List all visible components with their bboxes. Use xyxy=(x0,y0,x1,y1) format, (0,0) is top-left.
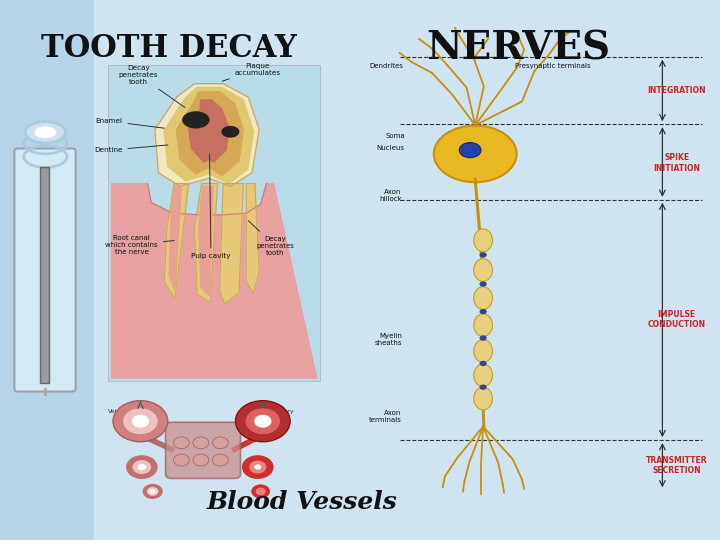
Ellipse shape xyxy=(254,415,271,428)
Ellipse shape xyxy=(474,259,492,281)
Ellipse shape xyxy=(480,384,487,390)
Ellipse shape xyxy=(143,484,163,499)
Text: Vein: Vein xyxy=(107,409,121,414)
Ellipse shape xyxy=(474,340,492,362)
Ellipse shape xyxy=(113,401,168,442)
Text: Plaque
accumulates: Plaque accumulates xyxy=(222,63,281,81)
Ellipse shape xyxy=(474,229,492,252)
Polygon shape xyxy=(189,100,229,162)
Ellipse shape xyxy=(256,488,266,495)
Ellipse shape xyxy=(480,281,487,287)
Ellipse shape xyxy=(193,437,209,449)
Ellipse shape xyxy=(246,408,280,434)
Ellipse shape xyxy=(193,454,209,466)
Ellipse shape xyxy=(174,454,189,466)
Text: NERVES: NERVES xyxy=(426,30,611,68)
Text: TRANSMITTER
SECRETION: TRANSMITTER SECRETION xyxy=(646,456,708,475)
Ellipse shape xyxy=(212,454,228,466)
Polygon shape xyxy=(112,184,317,378)
FancyBboxPatch shape xyxy=(14,148,76,392)
FancyBboxPatch shape xyxy=(0,0,94,540)
Polygon shape xyxy=(220,184,243,303)
Text: Artery: Artery xyxy=(275,409,294,414)
Polygon shape xyxy=(155,84,259,186)
Text: Blood Vessels: Blood Vessels xyxy=(207,490,398,514)
FancyBboxPatch shape xyxy=(166,422,240,478)
Ellipse shape xyxy=(474,287,492,309)
Text: Root canal
which contains
the nerve: Root canal which contains the nerve xyxy=(105,235,174,255)
Ellipse shape xyxy=(474,314,492,336)
Polygon shape xyxy=(164,87,253,184)
Ellipse shape xyxy=(138,464,146,470)
Polygon shape xyxy=(169,186,181,291)
Ellipse shape xyxy=(242,455,274,479)
Ellipse shape xyxy=(222,126,239,138)
Ellipse shape xyxy=(474,364,492,387)
Ellipse shape xyxy=(25,122,66,143)
Polygon shape xyxy=(176,92,243,176)
Text: TOOTH DECAY: TOOTH DECAY xyxy=(41,33,297,64)
Ellipse shape xyxy=(150,489,156,494)
Ellipse shape xyxy=(251,484,270,498)
Ellipse shape xyxy=(235,401,290,442)
Ellipse shape xyxy=(480,309,487,314)
Polygon shape xyxy=(246,184,259,293)
Ellipse shape xyxy=(254,464,261,470)
Ellipse shape xyxy=(35,126,56,138)
Ellipse shape xyxy=(480,361,487,366)
Text: Decay
penetrates
tooth: Decay penetrates tooth xyxy=(119,65,185,107)
Ellipse shape xyxy=(212,437,228,449)
Text: Pulp cavity: Pulp cavity xyxy=(192,154,230,259)
Ellipse shape xyxy=(434,126,517,183)
Text: SPIKE
INITIATION: SPIKE INITIATION xyxy=(653,153,701,173)
Ellipse shape xyxy=(182,111,210,129)
Text: Axon
hillock: Axon hillock xyxy=(379,189,402,202)
Text: Decay
penetrates
tooth: Decay penetrates tooth xyxy=(248,221,294,256)
Ellipse shape xyxy=(126,455,158,479)
Ellipse shape xyxy=(147,487,158,496)
Text: Nucleus: Nucleus xyxy=(377,145,405,152)
Polygon shape xyxy=(194,184,217,302)
Ellipse shape xyxy=(174,437,189,449)
FancyBboxPatch shape xyxy=(108,65,320,381)
Ellipse shape xyxy=(123,408,158,434)
Text: Enamel: Enamel xyxy=(95,118,164,128)
Text: Dentine: Dentine xyxy=(94,145,168,153)
Polygon shape xyxy=(199,186,213,296)
Ellipse shape xyxy=(459,143,481,158)
Ellipse shape xyxy=(132,415,149,428)
Ellipse shape xyxy=(480,252,487,258)
Ellipse shape xyxy=(132,460,151,474)
Text: Soma: Soma xyxy=(385,133,405,139)
Text: Presynaptic terminals: Presynaptic terminals xyxy=(515,63,590,69)
Ellipse shape xyxy=(480,335,487,341)
Text: INTEGRATION: INTEGRATION xyxy=(647,86,706,95)
Text: Myelin
sheaths: Myelin sheaths xyxy=(374,333,402,346)
Polygon shape xyxy=(164,184,189,298)
Ellipse shape xyxy=(249,461,266,474)
Text: Axon
terminals: Axon terminals xyxy=(369,410,402,423)
Text: Dendrites: Dendrites xyxy=(369,63,403,69)
Ellipse shape xyxy=(474,387,492,410)
Text: IMPULSE
CONDUCTION: IMPULSE CONDUCTION xyxy=(648,310,706,329)
FancyBboxPatch shape xyxy=(40,167,49,383)
